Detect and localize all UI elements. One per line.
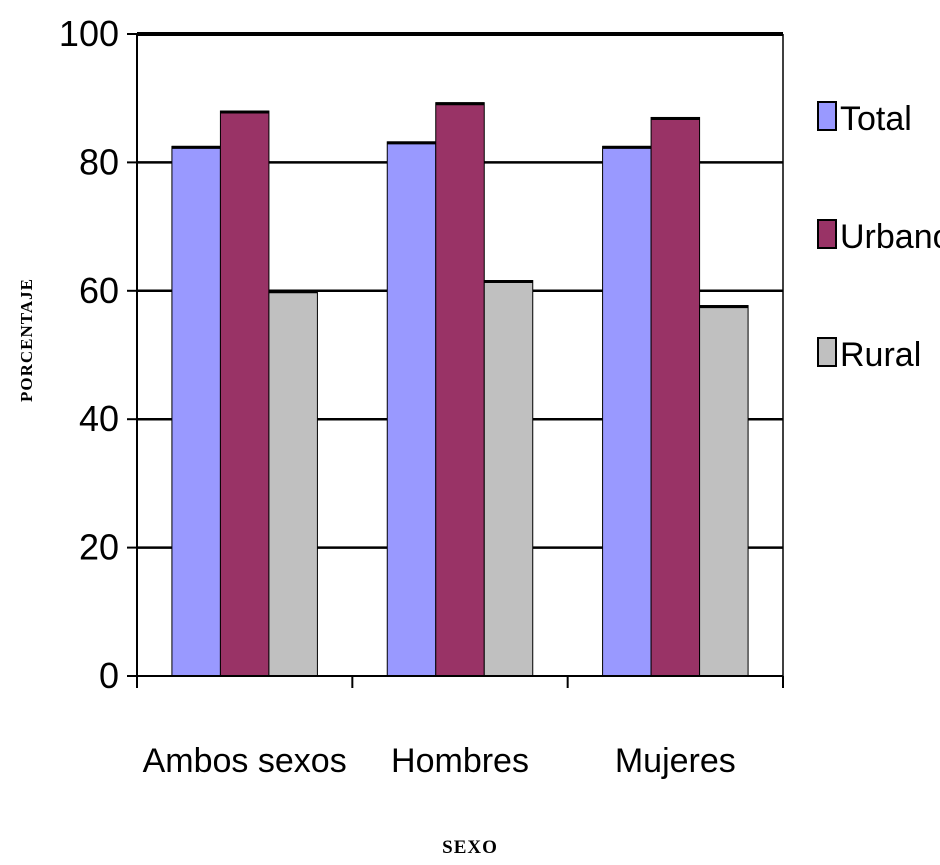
bar-group xyxy=(171,102,749,677)
legend: Total Urbano Rural xyxy=(817,100,940,374)
axes xyxy=(127,33,784,688)
x-category-label: Mujeres xyxy=(615,742,736,780)
legend-label-total: Total xyxy=(840,100,912,138)
y-tick-labels: 0 20 40 60 80 100 xyxy=(59,13,119,696)
x-category-label: Ambos sexos xyxy=(143,742,347,780)
y-tick-label: 80 xyxy=(79,141,119,182)
y-tick-label: 20 xyxy=(79,527,119,568)
bar-total-2 xyxy=(602,145,652,677)
legend-swatch-urbano xyxy=(817,219,837,249)
y-tick-label: 100 xyxy=(59,13,119,54)
bar-rural-0 xyxy=(268,290,318,677)
bar-urbano-1 xyxy=(435,102,485,677)
y-tick-label: 0 xyxy=(99,655,119,696)
y-axis-title: PORCENTAJE xyxy=(17,278,36,402)
legend-label-urbano: Urbano xyxy=(840,218,940,256)
y-tick-label: 60 xyxy=(79,270,119,311)
bar-rural-1 xyxy=(483,280,534,677)
x-axis-title: SEXO xyxy=(442,837,498,858)
bar-urbano-2 xyxy=(650,116,701,677)
bar-total-1 xyxy=(386,141,437,677)
legend-swatch-rural xyxy=(817,337,837,367)
bar-rural-2 xyxy=(699,305,749,677)
x-category-label: Hombres xyxy=(391,742,529,780)
bar-urbano-0 xyxy=(219,110,270,677)
legend-label-rural: Rural xyxy=(840,336,921,374)
legend-swatch-total xyxy=(817,101,837,131)
y-tick-label: 40 xyxy=(79,398,119,439)
bar-total-0 xyxy=(171,145,221,677)
x-category-labels: Ambos sexos Hombres Mujeres xyxy=(143,742,736,780)
